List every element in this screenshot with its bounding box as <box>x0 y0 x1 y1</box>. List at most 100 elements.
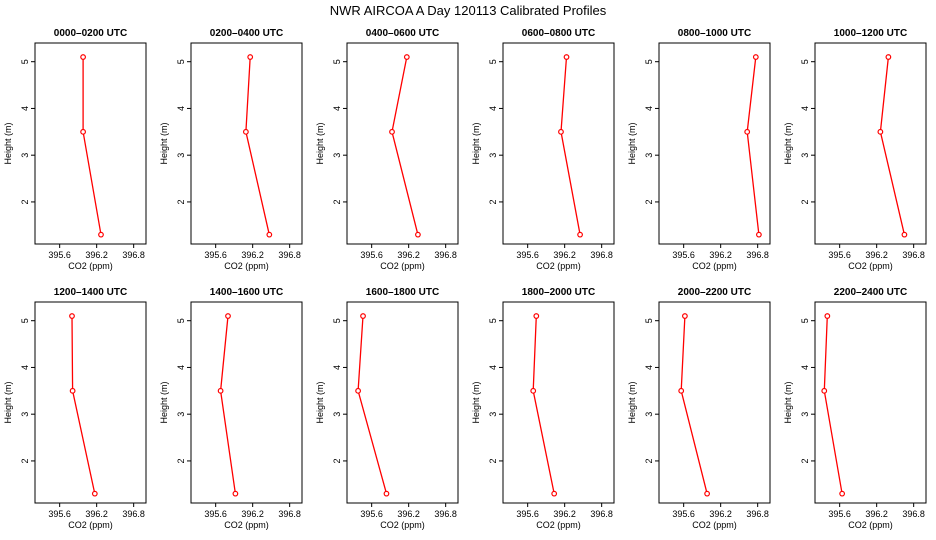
profile-point <box>80 128 86 135</box>
x-tick-label: 395.6 <box>516 509 539 519</box>
profile-point <box>383 490 390 497</box>
x-tick-label: 396.2 <box>865 509 888 519</box>
y-tick-label: 2 <box>644 199 654 204</box>
profile-line <box>391 56 419 235</box>
y-tick-label: 3 <box>644 412 654 417</box>
y-tick-label: 2 <box>644 458 654 463</box>
x-tick-label: 395.6 <box>48 509 71 519</box>
y-tick-label: 4 <box>176 106 186 111</box>
y-tick-label: 5 <box>488 59 498 64</box>
y-axis-label: Height (m) <box>159 381 169 423</box>
x-tick-label: 396.2 <box>709 250 732 260</box>
y-tick-label: 3 <box>176 412 186 417</box>
panel-frame <box>814 301 927 504</box>
y-tick-label: 5 <box>332 318 342 323</box>
x-tick-label: 396.8 <box>122 509 145 519</box>
y-tick-label: 5 <box>176 318 186 323</box>
y-tick-label: 5 <box>488 318 498 323</box>
x-tick-label: 395.6 <box>672 250 695 260</box>
profile-point <box>877 128 884 135</box>
y-tick-label: 5 <box>644 318 654 323</box>
y-tick-label: 2 <box>800 458 810 463</box>
y-tick-label: 3 <box>644 153 654 158</box>
profile-point <box>69 313 75 319</box>
x-tick-label: 396.8 <box>902 250 925 260</box>
x-axis-label: CO2 (ppm) <box>380 520 425 530</box>
y-tick-label: 3 <box>20 153 30 158</box>
y-tick-label: 3 <box>800 153 810 158</box>
y-tick-label: 4 <box>20 365 30 370</box>
profile-point <box>225 313 231 319</box>
profile-line <box>82 57 102 235</box>
y-tick-label: 4 <box>800 365 810 370</box>
profile-point <box>98 231 104 238</box>
y-tick-label: 2 <box>800 199 810 204</box>
profile-point <box>577 231 583 238</box>
profile-point <box>389 128 395 135</box>
profile-point <box>69 387 76 394</box>
profile-point <box>824 313 831 319</box>
x-tick-label: 396.8 <box>590 250 613 260</box>
profile-line <box>823 315 843 494</box>
y-tick-label: 3 <box>176 153 186 158</box>
y-tick-label: 5 <box>176 59 186 64</box>
profile-line <box>680 315 708 494</box>
x-tick-label: 396.2 <box>397 509 420 519</box>
profile-point <box>682 313 688 319</box>
panel-frame <box>502 301 615 504</box>
profile-point <box>885 54 892 60</box>
x-axis-label: CO2 (ppm) <box>224 520 269 530</box>
x-tick-label: 396.8 <box>590 509 613 519</box>
panel-title: 0800–1000 UTC <box>678 28 751 39</box>
x-tick-label: 395.6 <box>828 509 851 519</box>
x-tick-label: 395.6 <box>360 509 383 519</box>
panel-title: 1200–1400 UTC <box>54 287 127 298</box>
x-tick-label: 395.6 <box>672 509 695 519</box>
panel-title: 0000–0200 UTC <box>54 28 127 39</box>
panel-frame <box>814 42 927 245</box>
y-tick-label: 4 <box>20 106 30 111</box>
y-tick-label: 5 <box>332 59 342 64</box>
profile-point <box>558 128 564 135</box>
x-tick-label: 395.6 <box>48 250 71 260</box>
profile-point <box>247 54 254 60</box>
profile-point <box>839 490 846 497</box>
y-axis-label: Height (m) <box>3 381 13 423</box>
panel-frame <box>190 42 303 245</box>
y-tick-label: 4 <box>800 106 810 111</box>
y-tick-label: 3 <box>332 412 342 417</box>
profile-point <box>756 231 762 238</box>
panel-frame <box>34 301 147 504</box>
panel-title: 0600–0800 UTC <box>522 28 595 39</box>
x-tick-label: 396.2 <box>553 509 576 519</box>
panel-frame <box>502 42 615 245</box>
x-tick-label: 395.6 <box>204 250 227 260</box>
panel-frame <box>346 301 459 504</box>
profile-point <box>563 54 570 60</box>
figure-title: NWR AIRCOA A Day 120113 Calibrated Profi… <box>330 3 607 18</box>
x-tick-label: 395.6 <box>360 250 383 260</box>
x-tick-label: 396.8 <box>278 509 301 519</box>
profile-point <box>901 231 908 238</box>
y-axis-label: Height (m) <box>471 122 481 164</box>
y-axis-label: Height (m) <box>783 122 793 164</box>
x-tick-label: 395.6 <box>204 509 227 519</box>
panel-frame <box>346 42 459 245</box>
y-axis-label: Height (m) <box>627 122 637 164</box>
profile-point <box>704 490 710 497</box>
y-tick-label: 2 <box>20 199 30 204</box>
profile-point <box>266 231 273 238</box>
x-tick-label: 396.2 <box>241 250 264 260</box>
y-tick-label: 3 <box>20 412 30 417</box>
x-tick-label: 396.8 <box>122 250 145 260</box>
x-axis-label: CO2 (ppm) <box>848 520 893 530</box>
profile-point <box>678 387 685 394</box>
panel-title: 1400–1600 UTC <box>210 287 283 298</box>
panel-title: 2200–2400 UTC <box>834 287 907 298</box>
panel-frame <box>190 301 303 504</box>
x-tick-label: 396.2 <box>397 250 420 260</box>
y-tick-label: 3 <box>332 153 342 158</box>
y-tick-label: 2 <box>176 199 186 204</box>
y-tick-label: 5 <box>800 59 810 64</box>
